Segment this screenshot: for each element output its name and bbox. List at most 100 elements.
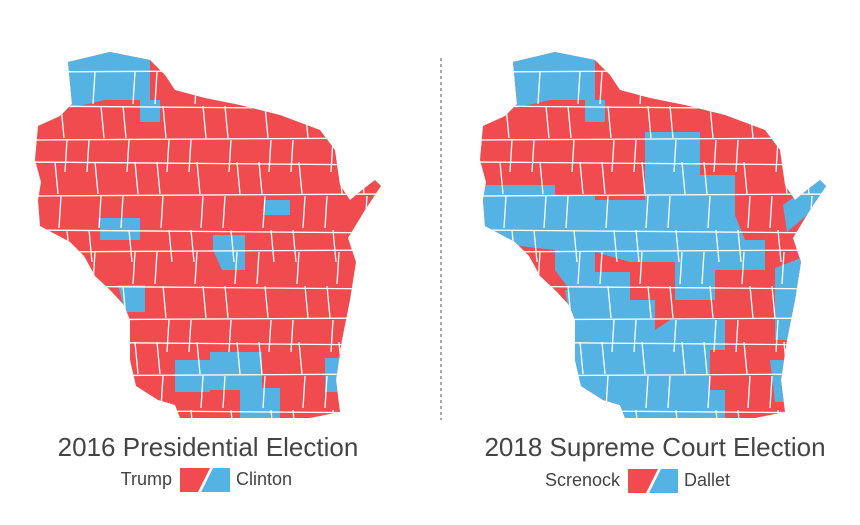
county-border: [601, 341, 606, 375]
legend-label: Trump: [121, 469, 172, 489]
county-border: [94, 341, 99, 375]
county-border: [805, 161, 810, 195]
county-border: [324, 195, 328, 229]
county-border: [715, 229, 720, 263]
county-border: [641, 161, 646, 195]
county-border: [228, 319, 232, 353]
county-border: [258, 341, 263, 375]
county-border: [98, 195, 102, 229]
legend-swatch: [180, 468, 230, 492]
county-border: [120, 375, 124, 409]
county-border: [270, 229, 275, 263]
county-border: [228, 139, 232, 173]
county-border: [58, 195, 62, 229]
county-border: [35, 249, 381, 253]
county-border: [681, 341, 686, 375]
county-border: [769, 195, 773, 229]
county-border: [134, 161, 139, 195]
county-border: [509, 319, 513, 353]
county-border: [128, 229, 133, 263]
swatch-part: [628, 469, 658, 493]
county-border: [35, 193, 381, 197]
county-border: [607, 285, 612, 319]
county-border: [324, 375, 328, 409]
county-border: [707, 375, 711, 409]
county-border: [126, 319, 130, 353]
county-border: [817, 229, 822, 263]
county-border: [480, 161, 826, 166]
county: [505, 52, 605, 122]
county-border: [336, 251, 340, 285]
county-border: [809, 375, 813, 409]
county-border: [577, 251, 581, 285]
county-border: [372, 229, 377, 263]
county-border: [224, 105, 229, 139]
county-border: [743, 341, 748, 375]
legend-swatch: [628, 469, 678, 493]
county-border: [480, 193, 826, 197]
county-border: [330, 319, 334, 353]
county-border: [815, 139, 819, 173]
county-border: [190, 409, 195, 418]
county-border: [366, 285, 371, 319]
blue-regions: [480, 52, 826, 418]
swatch-part: [180, 468, 210, 492]
county-border: [54, 341, 59, 375]
county-border: [222, 195, 226, 229]
map-title: 2016 Presidential Election: [58, 432, 359, 462]
county-border: [503, 375, 507, 409]
county-border: [270, 409, 275, 418]
county-border: [735, 139, 739, 173]
county-border: [326, 285, 331, 319]
county-border: [811, 105, 816, 139]
county-border: [577, 71, 581, 105]
county-border: [633, 139, 637, 173]
county-border: [747, 375, 751, 409]
county-border: [545, 105, 550, 139]
county-border: [543, 375, 547, 409]
county-border: [200, 375, 204, 409]
county-border: [168, 229, 173, 263]
county-border: [262, 195, 266, 229]
county-border: [326, 105, 331, 139]
county-border: [679, 251, 683, 285]
county-border: [647, 285, 652, 319]
county-border: [98, 375, 102, 409]
county-border: [202, 105, 207, 139]
county-border: [224, 285, 229, 319]
county-border: [358, 71, 362, 105]
county-border: [681, 161, 686, 195]
county-border: [539, 341, 544, 375]
county-border: [537, 71, 541, 105]
county-border: [258, 161, 263, 195]
county-border: [645, 195, 649, 229]
county-border: [611, 319, 615, 353]
county-border: [268, 139, 272, 173]
county-border: [503, 195, 507, 229]
county-border: [86, 139, 90, 173]
county-border: [234, 251, 238, 285]
county-border: [302, 195, 306, 229]
county: [175, 352, 280, 418]
county-border: [200, 195, 204, 229]
county-border: [222, 375, 226, 409]
state: [480, 52, 826, 418]
county-border: [703, 341, 708, 375]
county-border: [571, 319, 575, 353]
county-border: [803, 251, 807, 285]
county-border: [605, 195, 609, 229]
county-border: [701, 251, 705, 285]
county: [325, 358, 345, 392]
county-border: [162, 105, 167, 139]
county-border: [160, 195, 164, 229]
county-border: [370, 319, 374, 353]
county-border: [196, 161, 201, 195]
county-border: [290, 319, 294, 353]
county-border: [100, 105, 105, 139]
county-border: [645, 375, 649, 409]
county-border: [771, 105, 776, 139]
legend-label: Dallet: [684, 470, 730, 490]
county: [265, 200, 290, 215]
county-border: [781, 251, 785, 285]
state: [35, 52, 381, 418]
